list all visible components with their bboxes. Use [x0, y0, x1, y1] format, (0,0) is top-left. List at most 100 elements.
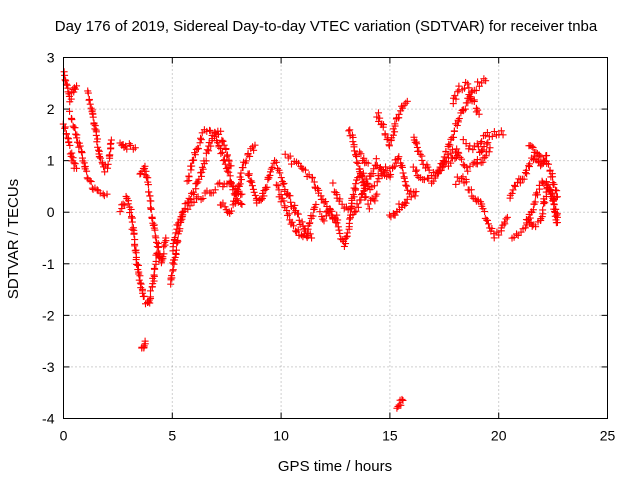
data-point [188, 162, 196, 170]
data-point [381, 169, 389, 177]
data-point [132, 246, 140, 254]
data-point [246, 152, 254, 160]
data-point [495, 231, 503, 239]
data-point [398, 395, 406, 403]
data-point [450, 133, 458, 141]
data-point [246, 177, 254, 185]
data-point [64, 134, 72, 142]
data-point [450, 127, 458, 135]
data-point [455, 82, 463, 90]
data-point [179, 208, 187, 216]
data-point [274, 182, 282, 190]
data-point [362, 193, 370, 201]
data-point [485, 148, 493, 156]
data-point [135, 268, 143, 276]
x-tick-label: 15 [382, 428, 398, 444]
data-point [484, 220, 492, 228]
data-point [419, 160, 427, 168]
data-point [68, 116, 76, 124]
data-point [352, 180, 360, 188]
data-point [128, 218, 136, 226]
data-point [413, 166, 421, 174]
data-point [361, 194, 369, 202]
data-point [73, 134, 81, 142]
data-point [424, 163, 432, 171]
data-point [145, 188, 153, 196]
data-point [377, 167, 385, 175]
data-point [376, 114, 384, 122]
data-point [400, 174, 408, 182]
data-point [125, 140, 133, 148]
data-point [250, 146, 258, 154]
data-point [319, 215, 327, 223]
data-point [365, 205, 373, 213]
data-point [216, 179, 224, 187]
data-point [61, 123, 69, 131]
data-point [353, 200, 361, 208]
data-point [394, 154, 402, 162]
data-point [378, 120, 386, 128]
data-point [251, 191, 259, 199]
data-point [502, 215, 510, 223]
data-point [127, 141, 135, 149]
data-point [383, 136, 391, 144]
data-point [509, 186, 517, 194]
data-point [146, 299, 154, 307]
data-point [197, 136, 205, 144]
data-point [416, 150, 424, 158]
data-point [250, 188, 258, 196]
data-point [227, 162, 235, 170]
data-point [71, 160, 79, 168]
data-point [453, 151, 461, 159]
data-point [126, 209, 134, 217]
data-point [432, 172, 440, 180]
data-point [160, 243, 168, 251]
data-point [411, 192, 419, 200]
data-point [92, 131, 100, 139]
data-point [294, 226, 302, 234]
data-point [149, 219, 157, 227]
data-point [336, 195, 344, 203]
data-point [68, 149, 76, 157]
data-point [289, 222, 297, 230]
data-point [403, 195, 411, 203]
data-point [206, 126, 214, 134]
data-point [128, 225, 136, 233]
data-point [104, 164, 112, 172]
data-point [397, 401, 405, 409]
data-point [326, 206, 334, 214]
data-point [69, 154, 77, 162]
data-point [122, 142, 130, 150]
data-point [94, 135, 102, 143]
data-point [139, 289, 147, 297]
data-point [457, 175, 465, 183]
data-point [124, 200, 132, 208]
data-point [185, 173, 193, 181]
data-point [168, 272, 176, 280]
data-point [199, 165, 207, 173]
data-point [343, 229, 351, 237]
data-point [86, 177, 94, 185]
data-point [174, 219, 182, 227]
data-point [452, 95, 460, 103]
data-point [123, 145, 131, 153]
data-point [101, 168, 109, 176]
data-point [239, 164, 247, 172]
data-point [151, 226, 159, 234]
data-point [379, 123, 387, 131]
data-point [277, 191, 285, 199]
data-point [464, 99, 472, 107]
data-point [395, 153, 403, 161]
data-point [190, 190, 198, 198]
data-point [334, 216, 342, 224]
data-point [268, 163, 276, 171]
data-point [127, 205, 135, 213]
data-point [553, 213, 561, 221]
data-point [465, 84, 473, 92]
data-point [281, 150, 289, 158]
data-point [219, 137, 227, 145]
data-point [371, 197, 379, 205]
data-point [310, 178, 318, 186]
data-point [308, 174, 316, 182]
